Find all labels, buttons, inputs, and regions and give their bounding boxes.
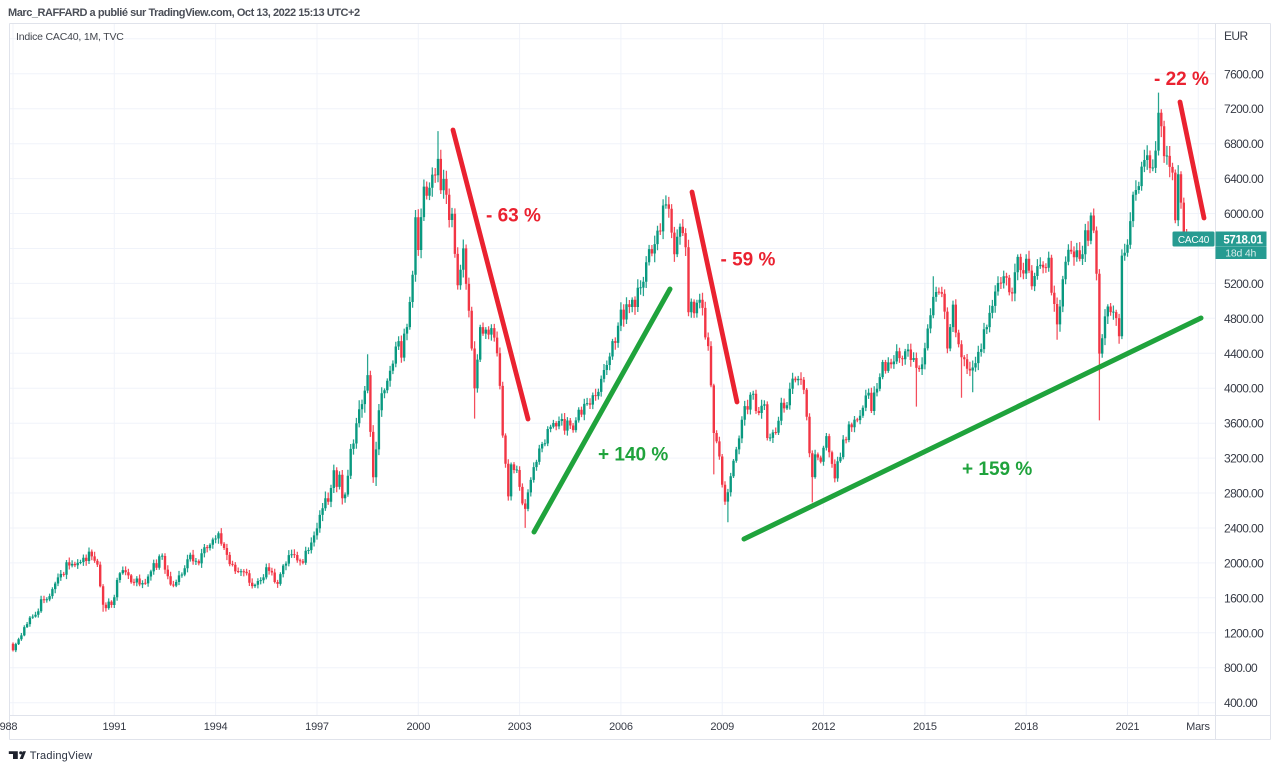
svg-text:Marc_RAFFARD a publié sur Trad: Marc_RAFFARD a publié sur TradingView.co…: [8, 7, 360, 19]
svg-text:2400.00: 2400.00: [1224, 522, 1264, 536]
svg-text:6800.00: 6800.00: [1224, 137, 1264, 151]
svg-text:1600.00: 1600.00: [1224, 591, 1264, 605]
svg-text:2015: 2015: [913, 721, 937, 733]
svg-text:CAC40: CAC40: [1178, 235, 1210, 246]
svg-text:2009: 2009: [710, 721, 734, 733]
svg-text:1991: 1991: [102, 721, 126, 733]
svg-text:18d 4h: 18d 4h: [1225, 247, 1256, 259]
svg-text:5200.00: 5200.00: [1224, 277, 1264, 291]
svg-text:5718.01: 5718.01: [1223, 234, 1263, 246]
svg-text:Indice CAC40, 1M, TVC: Indice CAC40, 1M, TVC: [16, 31, 124, 43]
svg-text:2021: 2021: [1116, 721, 1140, 733]
svg-text:2006: 2006: [609, 721, 633, 733]
svg-text:2003: 2003: [508, 721, 532, 733]
svg-text:- 22 %: - 22 %: [1154, 69, 1209, 90]
svg-text:7200.00: 7200.00: [1224, 102, 1264, 116]
svg-text:1994: 1994: [204, 721, 228, 733]
svg-text:2000: 2000: [406, 721, 430, 733]
svg-text:4800.00: 4800.00: [1224, 312, 1264, 326]
svg-text:7600.00: 7600.00: [1224, 67, 1264, 81]
svg-text:800.00: 800.00: [1224, 661, 1258, 675]
svg-text:6000.00: 6000.00: [1224, 207, 1264, 221]
svg-text:- 59 %: - 59 %: [721, 250, 776, 271]
svg-text:+ 159 %: + 159 %: [962, 459, 1032, 480]
svg-text:2018: 2018: [1014, 721, 1038, 733]
svg-text:3200.00: 3200.00: [1224, 452, 1264, 466]
svg-text:4400.00: 4400.00: [1224, 347, 1264, 361]
svg-text:2012: 2012: [812, 721, 836, 733]
svg-text:2800.00: 2800.00: [1224, 487, 1264, 501]
svg-text:TradingView: TradingView: [30, 750, 93, 762]
svg-text:1200.00: 1200.00: [1224, 626, 1264, 640]
svg-text:2000.00: 2000.00: [1224, 556, 1264, 570]
svg-text:EUR: EUR: [1224, 29, 1248, 43]
svg-text:6400.00: 6400.00: [1224, 172, 1264, 186]
svg-text:- 63 %: - 63 %: [486, 206, 541, 227]
svg-text:1997: 1997: [305, 721, 329, 733]
svg-text:3600.00: 3600.00: [1224, 417, 1264, 431]
svg-text:4000.00: 4000.00: [1224, 382, 1264, 396]
svg-text:Mars: Mars: [1186, 721, 1210, 733]
svg-text:+ 140 %: + 140 %: [598, 445, 668, 466]
svg-text:400.00: 400.00: [1224, 696, 1258, 710]
